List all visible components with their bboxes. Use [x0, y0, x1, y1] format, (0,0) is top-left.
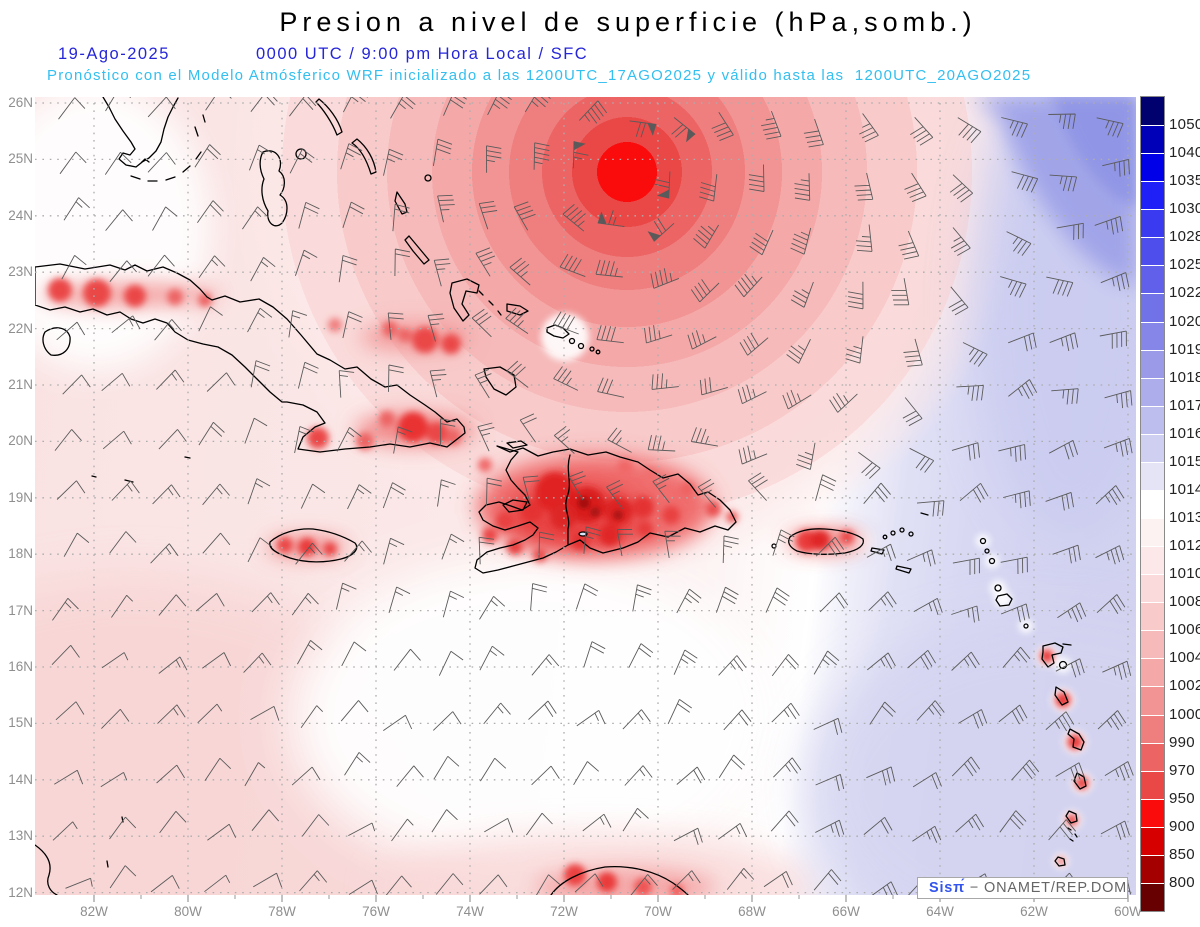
colorbar-tick-label: 1000 [1169, 705, 1200, 723]
lon-label: 60W [1114, 904, 1142, 919]
colorbar-segment [1141, 883, 1164, 911]
colorbar-segment [1141, 687, 1164, 715]
lat-label: 15N [8, 715, 33, 731]
colorbar-tick-label: 1008 [1169, 593, 1200, 611]
wind-barbs [51, 97, 1134, 895]
colorbar-tick-label: 950 [1169, 789, 1195, 807]
forecast-model-line: Pronóstico con el Modelo Atmósferico WRF… [47, 67, 1032, 84]
colorbar-tick-label: 1022 [1169, 284, 1200, 302]
colorbar-tick-label: 1050 [1169, 116, 1200, 134]
colorbar-segment [1141, 406, 1164, 434]
colorbar-segment [1141, 490, 1164, 519]
colorbar-segment [1141, 659, 1164, 687]
valid-time-label: 0000 UTC / 9:00 pm Hora Local / SFC [256, 45, 589, 63]
colorbar-segment [1141, 322, 1164, 350]
lat-label: 21N [8, 377, 33, 392]
colorbar-tick-label: 1030 [1169, 200, 1200, 218]
lon-label: 80W [174, 904, 202, 919]
pressure-field-map [35, 97, 1136, 902]
colorbar-tick-label: 1010 [1169, 565, 1200, 583]
lat-label: 12N [8, 884, 33, 900]
colorbar-segment [1141, 575, 1164, 603]
colorbar-tick-label: 1019 [1169, 340, 1200, 358]
colorbar-segment [1141, 126, 1164, 154]
map-area [35, 97, 1136, 902]
colorbar-tick-label: 970 [1169, 761, 1195, 779]
lon-label: 64W [926, 904, 954, 919]
lat-label: 14N [8, 771, 33, 787]
colorbar-tick-label: 1040 [1169, 144, 1200, 162]
colorbar-tick-label: 1028 [1169, 228, 1200, 246]
colorbar-tick-label: 1002 [1169, 677, 1200, 695]
lat-label: 20N [8, 433, 33, 449]
lat-label: 16N [8, 659, 33, 674]
colorbar-segment [1141, 771, 1164, 799]
colorbar-segment [1141, 519, 1164, 547]
colorbar-segment [1141, 547, 1164, 575]
lat-label: 24N [8, 207, 33, 223]
attribution-source: − ONAMET/REP.DOM. [965, 880, 1132, 896]
colorbar-tick-label: 1020 [1169, 312, 1200, 330]
colorbar-tick-label: 1012 [1169, 537, 1200, 555]
colorbar-segment [1141, 182, 1164, 210]
lon-label: 72W [550, 904, 578, 919]
colorbar-segment [1141, 350, 1164, 378]
lat-label: 25N [8, 151, 33, 167]
colorbar-segment [1141, 238, 1164, 266]
lon-label: 74W [456, 904, 484, 919]
colorbar-tick-label: 1025 [1169, 256, 1200, 274]
colorbar-tick-label: 1015 [1169, 452, 1200, 470]
lat-label: 19N [8, 489, 33, 505]
colorbar-segment [1141, 210, 1164, 238]
lon-label: 62W [1020, 904, 1048, 919]
valid-date-label: 19-Ago-2025 [58, 45, 170, 63]
lon-label: 66W [832, 904, 860, 919]
colorbar-segment [1141, 855, 1164, 883]
colorbar-segment [1141, 631, 1164, 659]
colorbar-tick-label: 1018 [1169, 368, 1200, 386]
lon-label: 68W [738, 904, 766, 919]
attribution-box: Sisπ́ − ONAMET/REP.DOM. [917, 877, 1131, 899]
colorbar-segment [1141, 715, 1164, 743]
colorbar-segment [1141, 294, 1164, 322]
colorbar-segment [1141, 266, 1164, 294]
lon-label: 82W [80, 904, 108, 919]
colorbar-tick-label: 850 [1169, 845, 1195, 863]
lon-label: 70W [644, 904, 672, 919]
colorbar-segment [1141, 434, 1164, 462]
lat-label: 22N [8, 320, 33, 336]
colorbar-segment [1141, 827, 1164, 855]
colorbar-segment [1141, 743, 1164, 771]
colorbar-tick-label: 900 [1169, 817, 1195, 835]
sispi-logo: Sisπ́ [929, 880, 966, 896]
land-pressure-minima [40, 278, 1093, 895]
lat-label: 17N [8, 602, 33, 618]
colorbar-tick-label: 1013 [1169, 509, 1200, 527]
colorbar-segment [1141, 378, 1164, 406]
lat-label: 13N [8, 828, 33, 844]
colorbar-segment [1141, 154, 1164, 182]
colorbar-segment [1141, 603, 1164, 631]
colorbar-segment [1141, 97, 1164, 126]
lat-label: 18N [8, 546, 33, 562]
colorbar-tick-label: 990 [1169, 733, 1195, 751]
page-title: Presion a nivel de superficie (hPa,somb.… [279, 7, 977, 37]
colorbar-tick-label: 800 [1169, 873, 1195, 891]
colorbar-tick-label: 1017 [1169, 396, 1200, 414]
colorbar-segment [1141, 462, 1164, 490]
pressure-colorbar [1140, 96, 1165, 912]
lat-label: 26N [8, 95, 33, 110]
colorbar-segment [1141, 799, 1164, 827]
colorbar-tick-label: 1016 [1169, 424, 1200, 442]
colorbar-tick-label: 1004 [1169, 649, 1200, 667]
lon-label: 78W [268, 904, 296, 919]
lat-label: 23N [8, 264, 33, 280]
lon-label: 76W [362, 904, 390, 919]
colorbar-tick-label: 1006 [1169, 621, 1200, 639]
colorbar-tick-label: 1014 [1169, 480, 1200, 498]
colorbar-tick-label: 1035 [1169, 172, 1200, 190]
